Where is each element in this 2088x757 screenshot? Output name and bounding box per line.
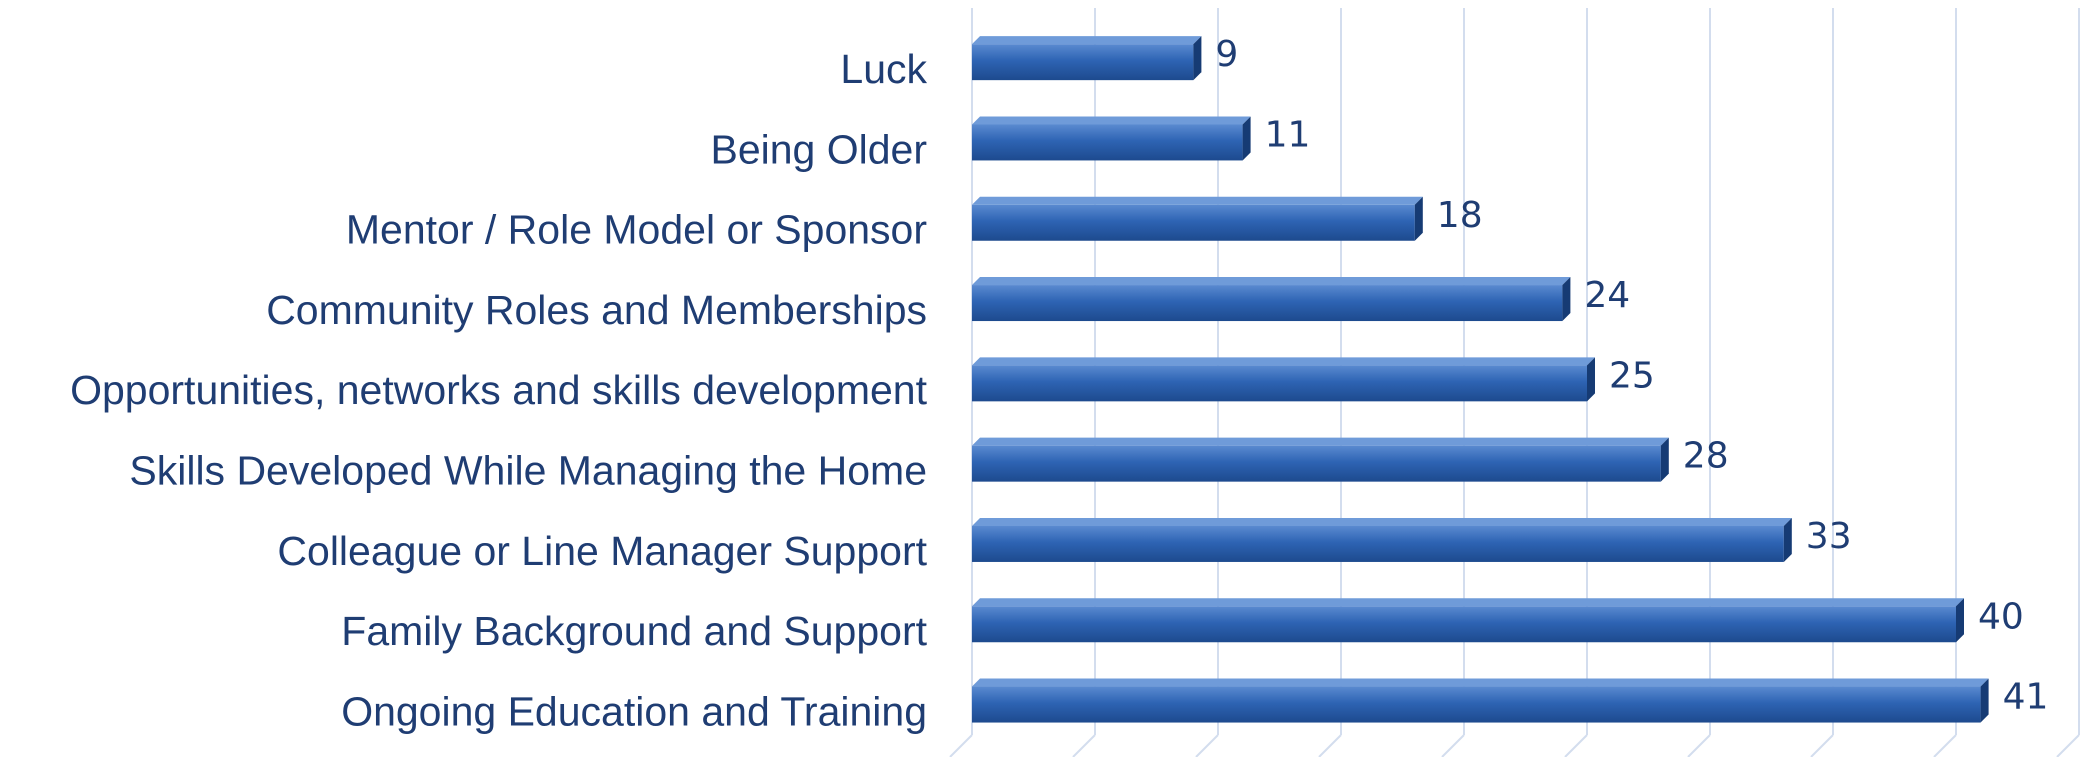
category-label: Luck xyxy=(840,46,927,92)
category-label: Being Older xyxy=(710,126,927,172)
bar-top xyxy=(972,36,1202,45)
bar-top xyxy=(972,437,1669,446)
data-label: 28 xyxy=(1683,436,1729,477)
bar-end xyxy=(1242,116,1251,161)
bar xyxy=(972,686,1981,723)
data-label: 33 xyxy=(1806,516,1852,557)
grid-floor xyxy=(2056,734,2080,757)
data-label: 11 xyxy=(1265,114,1311,155)
bar xyxy=(972,204,1415,241)
data-label: 25 xyxy=(1609,355,1655,396)
bar-end xyxy=(1783,517,1792,562)
grid-floor xyxy=(1933,734,1957,757)
bar xyxy=(972,285,1563,322)
bar xyxy=(972,124,1243,161)
category-label: Colleague or Line Manager Support xyxy=(277,528,927,574)
category-label: Community Roles and Memberships xyxy=(266,287,927,333)
bar-top xyxy=(972,517,1792,526)
bar xyxy=(972,44,1194,81)
category-label: Ongoing Education and Training xyxy=(341,688,927,734)
bar xyxy=(972,445,1661,482)
grid-floor xyxy=(1564,734,1588,757)
bar-top xyxy=(972,598,1964,607)
data-label: 9 xyxy=(1215,34,1238,75)
bar-top xyxy=(972,196,1423,205)
bar-end xyxy=(1587,357,1595,402)
bar xyxy=(972,606,1956,643)
grid-floor xyxy=(1687,734,1711,757)
category-label: Opportunities, networks and skills devel… xyxy=(70,367,927,413)
bar-top xyxy=(972,116,1251,125)
grid-floor xyxy=(1072,734,1096,757)
grid-floor xyxy=(949,734,973,757)
data-label: 18 xyxy=(1437,195,1483,236)
bar-end xyxy=(1980,678,1989,723)
bar-top xyxy=(972,357,1595,366)
bar xyxy=(972,525,1784,562)
data-label: 41 xyxy=(2003,677,2049,718)
category-label: Family Background and Support xyxy=(341,608,927,654)
grid-floor xyxy=(1318,734,1342,757)
grid-floor xyxy=(1195,734,1219,757)
bar xyxy=(972,365,1587,402)
data-label: 24 xyxy=(1584,275,1630,316)
grid-floor xyxy=(1441,734,1465,757)
bar-top xyxy=(972,277,1571,286)
bar-top xyxy=(972,678,1989,687)
category-label: Mentor / Role Model or Sponsor xyxy=(346,207,927,253)
bar-end xyxy=(1660,437,1669,482)
bar-end xyxy=(1414,196,1423,241)
bar-end xyxy=(1193,36,1202,81)
bar-end xyxy=(1562,277,1571,322)
category-label: Skills Developed While Managing the Home xyxy=(129,447,927,493)
data-label: 40 xyxy=(1978,596,2024,637)
grid-floor xyxy=(1810,734,1834,757)
bar-end xyxy=(1956,598,1964,643)
